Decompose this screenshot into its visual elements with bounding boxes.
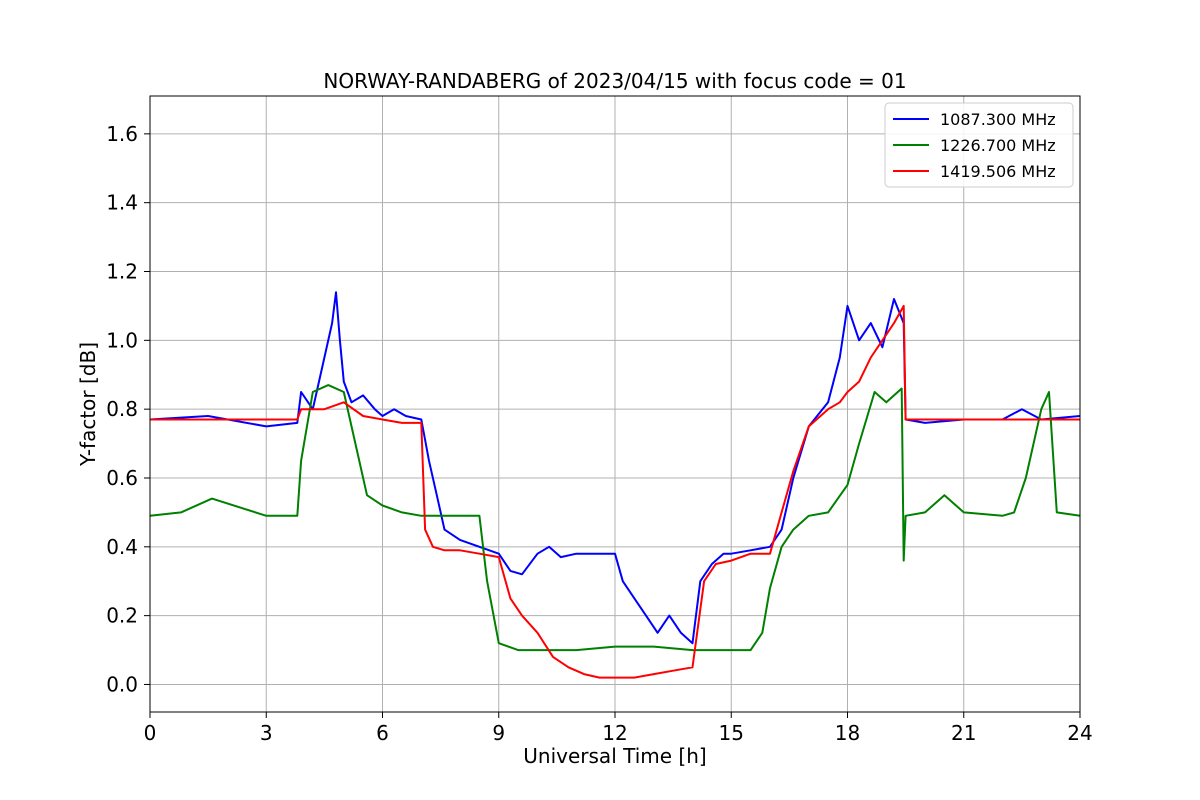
x-tick-label: 9 xyxy=(492,721,505,745)
x-tick-label: 24 xyxy=(1067,721,1092,745)
y-tick-label: 0.4 xyxy=(106,535,138,559)
y-tick-label: 0.2 xyxy=(106,604,138,628)
legend-label-1: 1087.300 MHz xyxy=(940,110,1056,129)
x-tick-label: 6 xyxy=(376,721,389,745)
x-tick-label: 12 xyxy=(602,721,627,745)
y-axis-label: Y-factor [dB] xyxy=(76,342,100,467)
legend: 1087.300 MHz 1226.700 MHz 1419.506 MHz xyxy=(884,102,1074,188)
series-line-1 xyxy=(149,291,1081,645)
x-tick-label: 0 xyxy=(144,721,157,745)
chart-title: NORWAY-RANDABERG of 2023/04/15 with focu… xyxy=(323,69,906,93)
legend-box xyxy=(884,102,1074,188)
legend-entries: 1087.300 MHz 1226.700 MHz 1419.506 MHz xyxy=(893,110,1056,181)
series-layer xyxy=(149,291,1081,679)
legend-label-2: 1226.700 MHz xyxy=(940,136,1056,155)
y-tick-label: 1.6 xyxy=(106,122,138,146)
x-tick-label: 3 xyxy=(260,721,273,745)
series-line-2 xyxy=(149,384,1081,652)
y-tick-label: 0.8 xyxy=(106,397,138,421)
y-tick-label: 1.4 xyxy=(106,191,138,215)
x-tick-label: 18 xyxy=(835,721,860,745)
y-tick-label: 0.6 xyxy=(106,466,138,490)
tick-layer: 0 3 6 9 12 15 18 21 24 0.0 0.2 0.4 0.6 0.8 1.0 1.2 1.4 1.… xyxy=(106,122,1093,745)
x-axis-label: Universal Time [h] xyxy=(523,744,706,768)
y-tick-label: 0.0 xyxy=(106,672,138,696)
x-tick-label: 15 xyxy=(719,721,744,745)
grid-layer xyxy=(149,96,1081,712)
x-tick-label: 21 xyxy=(951,721,976,745)
y-tick-label: 1.2 xyxy=(106,260,138,284)
legend-label-3: 1419.506 MHz xyxy=(940,162,1056,181)
y-tick-label: 1.0 xyxy=(106,328,138,352)
series-line-3 xyxy=(150,304,1080,679)
